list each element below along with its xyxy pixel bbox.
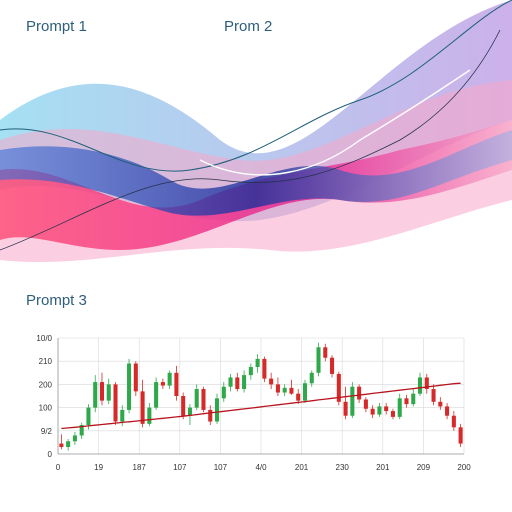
candle-body: [133, 363, 138, 392]
candle-body: [302, 383, 308, 401]
candle-body: [370, 408, 375, 415]
candle-body: [296, 393, 301, 401]
candlestick-chart: 0 9/2 100 200 210 10/0 0 19 187 107 107 4/0 201 230 20…: [36, 334, 471, 472]
candle-body: [384, 406, 389, 412]
candle-body: [431, 389, 436, 402]
candle-body: [201, 389, 206, 410]
candle-body: [438, 401, 443, 407]
candle-body: [404, 398, 409, 405]
candle-body: [154, 382, 159, 408]
candle-body: [390, 411, 395, 417]
candle-body: [113, 384, 118, 422]
wave-line: [0, 29, 501, 251]
x-tick-label: 107: [214, 463, 228, 472]
candle-body: [397, 398, 402, 417]
x-tick-label: 4/0: [255, 463, 267, 472]
candle-body: [357, 386, 362, 400]
y-tick-label: 200: [39, 380, 53, 389]
candle-body: [181, 396, 186, 416]
candle-body: [451, 415, 456, 428]
x-tick-label: 0: [56, 463, 61, 472]
candle-body: [269, 378, 274, 385]
y-tick-label: 0: [48, 450, 53, 459]
candle-body: [282, 387, 287, 393]
x-tick-label: 201: [295, 463, 309, 472]
candle-body: [262, 358, 267, 379]
candle-body: [424, 377, 429, 390]
candle-body: [167, 372, 172, 386]
candle-body: [275, 384, 280, 393]
y-tick-label: 100: [39, 404, 53, 413]
candle-body: [363, 399, 368, 409]
x-tick-label: 230: [336, 463, 350, 472]
prompt-3-label: Prompt 3: [26, 292, 87, 309]
candle-body: [248, 367, 253, 376]
candle-body: [343, 401, 348, 416]
candle-body: [350, 386, 355, 416]
candle-body: [417, 377, 423, 394]
x-tick-label: 187: [133, 463, 147, 472]
x-tick-label: 209: [417, 463, 431, 472]
candle-body: [59, 443, 64, 448]
candle-body: [79, 425, 84, 436]
y-tick-label: 9/2: [41, 427, 53, 436]
candle-body: [174, 372, 179, 396]
prompt-2-label: Prom 2: [224, 18, 273, 35]
candle-body: [323, 347, 328, 358]
candle-body: [106, 384, 111, 401]
wave-line: [199, 69, 471, 176]
candle-body: [336, 373, 341, 402]
candle-body: [242, 375, 247, 390]
moving-average-line: [61, 382, 461, 430]
x-tick-label: 19: [94, 463, 103, 472]
candle-body: [120, 409, 125, 422]
candle-body: [140, 391, 145, 424]
candle-body: [72, 435, 77, 442]
y-tick-label: 210: [39, 357, 53, 366]
candle-body: [194, 389, 199, 408]
candle-body: [228, 377, 233, 387]
candle-body: [411, 393, 416, 405]
prompt-1-label: Prompt 1: [26, 18, 87, 35]
candle-body: [127, 363, 132, 410]
abstract-wave-art: [0, 0, 512, 263]
candle-body: [445, 406, 450, 416]
x-tick-label: 107: [173, 463, 187, 472]
candle-body: [86, 407, 91, 425]
candle-body: [255, 358, 260, 367]
candle-body: [221, 386, 226, 399]
candle-body: [316, 347, 321, 373]
candle-body: [377, 406, 382, 415]
candle-body: [187, 407, 192, 416]
candle-body: [289, 387, 294, 394]
candle-body: [309, 372, 314, 384]
candle-body: [147, 407, 152, 424]
y-tick-label: 10/0: [36, 334, 52, 343]
candle-body: [93, 382, 98, 408]
x-tick-label: 201: [376, 463, 390, 472]
x-tick-label: 200: [457, 463, 471, 472]
candle-body: [214, 398, 220, 422]
candle-body: [66, 441, 71, 448]
candle-body: [235, 377, 240, 390]
candle-body: [330, 357, 335, 374]
candle-body: [458, 427, 463, 444]
candle-body: [208, 409, 213, 422]
candle-body: [160, 382, 165, 386]
wave-line: [0, 0, 512, 172]
candle-body: [99, 382, 105, 401]
